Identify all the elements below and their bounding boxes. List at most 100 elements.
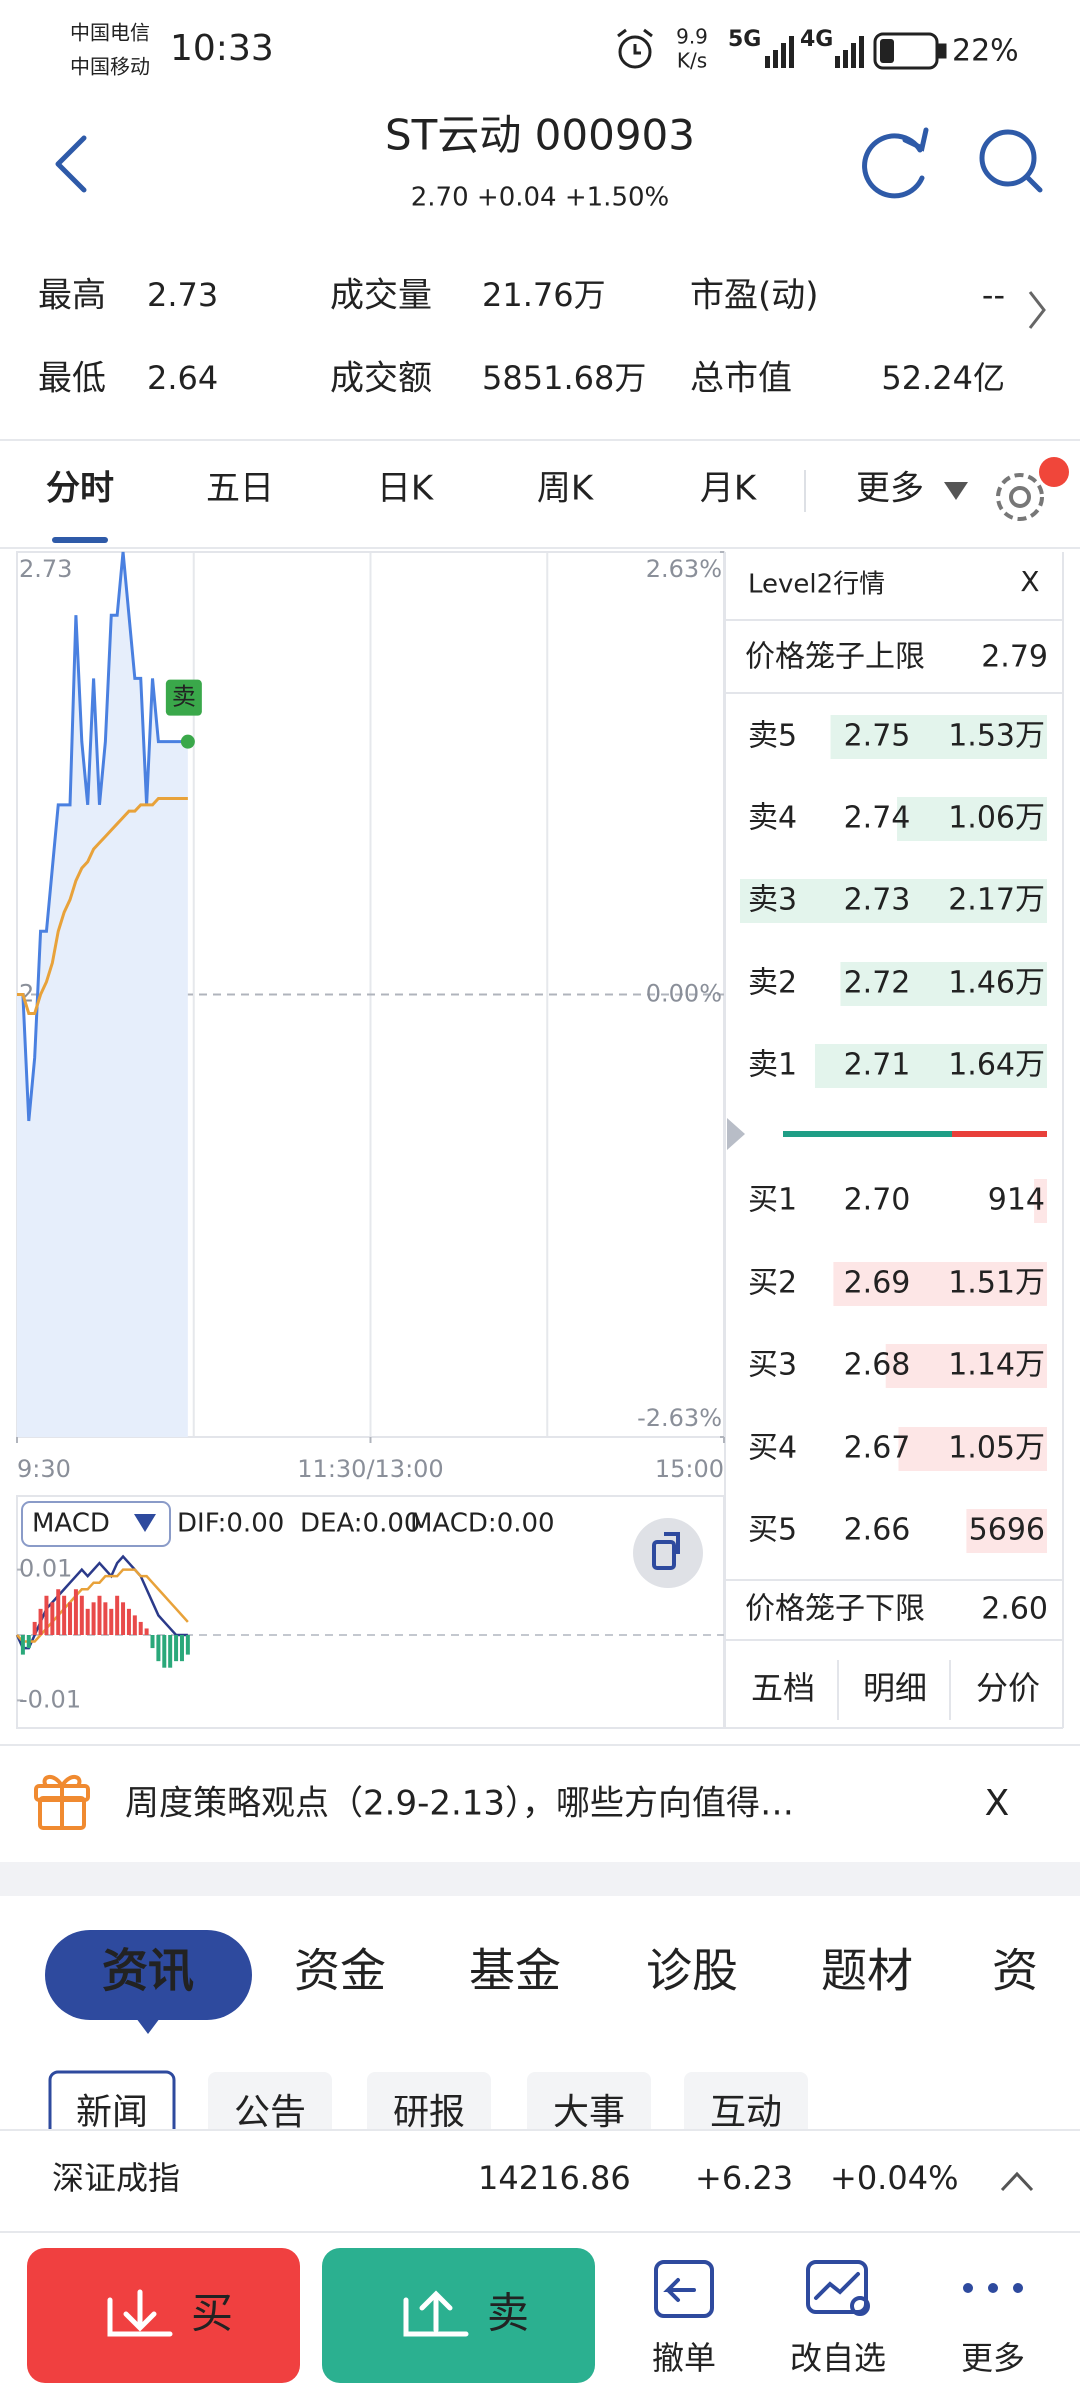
stat-value: 5851.68万 xyxy=(482,359,646,397)
level-volume: 1.46万 xyxy=(948,966,1045,1001)
notification-dot xyxy=(1039,457,1069,487)
news-tab[interactable]: 题材 xyxy=(821,1944,913,1998)
chart-tab[interactable]: 日K xyxy=(377,469,435,509)
macd-bar xyxy=(132,1615,137,1635)
x-tick-label: 11:30/13:00 xyxy=(297,1455,443,1483)
macd-bar xyxy=(138,1621,143,1635)
level-price: 2.75 xyxy=(844,719,911,754)
carrier: 中国移动 xyxy=(70,55,150,79)
more-arrow[interactable] xyxy=(944,482,968,500)
index-value: 14216.86 xyxy=(478,2159,631,2197)
sub-tab[interactable]: 公告 xyxy=(234,2092,306,2133)
net-speed: 9.9 xyxy=(676,25,708,49)
book-tab[interactable]: 明细 xyxy=(863,1669,927,1707)
expand-button[interactable] xyxy=(1000,2171,1034,2192)
news-tab[interactable]: 基金 xyxy=(469,1944,561,1998)
chart-tab[interactable]: 五日 xyxy=(206,469,274,509)
more-icon[interactable] xyxy=(963,2283,1023,2293)
refresh-button[interactable] xyxy=(862,127,929,199)
stats-more[interactable] xyxy=(1028,291,1046,329)
action-label[interactable]: 更多 xyxy=(961,2339,1025,2377)
action-label[interactable]: 改自选 xyxy=(790,2339,886,2377)
banner-text[interactable]: 周度策略观点（2.9-2.13），哪些方向值得… xyxy=(125,1784,794,1824)
macd-bar xyxy=(144,1628,149,1635)
volume-bar xyxy=(1034,1179,1047,1223)
chart-tab[interactable]: 分时 xyxy=(46,469,114,509)
y-tick-label: 2.73 xyxy=(19,555,72,583)
macd-bar xyxy=(179,1635,184,1662)
macd-bar xyxy=(174,1635,179,1662)
settings-button[interactable] xyxy=(996,473,1044,521)
level-price: 2.68 xyxy=(844,1348,911,1383)
level-label: 买2 xyxy=(748,1266,797,1301)
banner-close[interactable]: X xyxy=(985,1783,1010,1824)
index-change: +6.23 xyxy=(695,2159,793,2197)
level-price: 2.70 xyxy=(844,1183,911,1218)
sub-tab[interactable]: 新闻 xyxy=(76,2092,148,2133)
last-point xyxy=(180,734,195,749)
macd-bar xyxy=(62,1595,67,1635)
macd-bar xyxy=(121,1602,126,1635)
carrier: 中国电信 xyxy=(70,21,150,45)
macd-bar xyxy=(20,1635,25,1655)
news-tab[interactable]: 资讯 xyxy=(102,1944,194,1998)
level-volume: 1.05万 xyxy=(948,1431,1045,1466)
buy-button[interactable] xyxy=(27,2248,300,2383)
stat-value: 2.73 xyxy=(147,276,218,314)
network-type: 5G xyxy=(728,27,761,52)
action-label[interactable]: 撤单 xyxy=(652,2339,716,2377)
news-tab[interactable]: 资 xyxy=(992,1944,1038,1998)
y2-tick-label: 0.00% xyxy=(646,980,722,1008)
chart-tab[interactable]: 更多 xyxy=(856,469,924,509)
sub-tab[interactable]: 互动 xyxy=(710,2092,782,2133)
back-button[interactable] xyxy=(55,135,87,193)
annotation: 卖 xyxy=(172,683,196,711)
news-tab[interactable]: 资金 xyxy=(294,1944,386,1998)
macd-bar xyxy=(168,1635,173,1668)
chart-tab[interactable]: 周K xyxy=(537,469,595,509)
stat-label: 成交量 xyxy=(330,276,432,316)
stat-label: 成交额 xyxy=(330,359,432,399)
y-tick-label: -0.01 xyxy=(19,1685,81,1713)
indicator-label: DEA:0.00 xyxy=(300,1509,420,1539)
news-tab-selected[interactable] xyxy=(45,1930,252,2020)
macd-bar xyxy=(68,1602,73,1635)
macd-bar xyxy=(38,1608,43,1635)
search-button[interactable] xyxy=(979,129,1043,193)
level-price: 2.73 xyxy=(844,883,911,918)
book-tab[interactable]: 分价 xyxy=(976,1669,1040,1707)
price-limit-value: 2.60 xyxy=(981,1592,1048,1627)
level-volume: 1.64万 xyxy=(948,1048,1045,1083)
indicator-label: MACD:0.00 xyxy=(410,1509,555,1539)
news-tab[interactable]: 诊股 xyxy=(646,1944,738,1998)
book-toggle[interactable] xyxy=(727,1118,745,1150)
index-bar[interactable] xyxy=(0,2130,1080,2232)
network-type: 4G xyxy=(800,27,833,52)
sell-button[interactable] xyxy=(322,2248,595,2383)
macd-selector-label[interactable]: MACD xyxy=(32,1509,110,1539)
level-volume: 1.51万 xyxy=(948,1266,1045,1301)
level-label: 买5 xyxy=(748,1513,797,1548)
macd-arrow[interactable] xyxy=(134,1514,156,1532)
macd-bar xyxy=(73,1589,78,1635)
price-limit-value: 2.79 xyxy=(981,640,1048,675)
cancel-icon[interactable] xyxy=(654,2260,714,2318)
rotate-button[interactable] xyxy=(633,1518,703,1588)
buy-label[interactable]: 买 xyxy=(191,2289,233,2338)
tab-underline xyxy=(52,537,108,543)
macd-bar xyxy=(26,1635,31,1649)
macd-bar xyxy=(109,1608,114,1635)
sell-label[interactable]: 卖 xyxy=(487,2289,529,2338)
watchlist-icon[interactable] xyxy=(806,2260,870,2316)
macd-bar xyxy=(150,1635,155,1649)
level-label: 卖2 xyxy=(748,966,797,1001)
gift-icon xyxy=(34,1775,90,1830)
macd-selector[interactable] xyxy=(21,1501,171,1547)
book-close[interactable]: X xyxy=(1020,565,1039,598)
level-label: 买3 xyxy=(748,1348,797,1383)
book-tab[interactable]: 五档 xyxy=(751,1669,815,1707)
chart-tab[interactable]: 月K xyxy=(700,469,758,509)
net-unit: K/s xyxy=(677,49,707,73)
sub-tab[interactable]: 研报 xyxy=(393,2092,465,2133)
sub-tab[interactable]: 大事 xyxy=(553,2092,625,2133)
